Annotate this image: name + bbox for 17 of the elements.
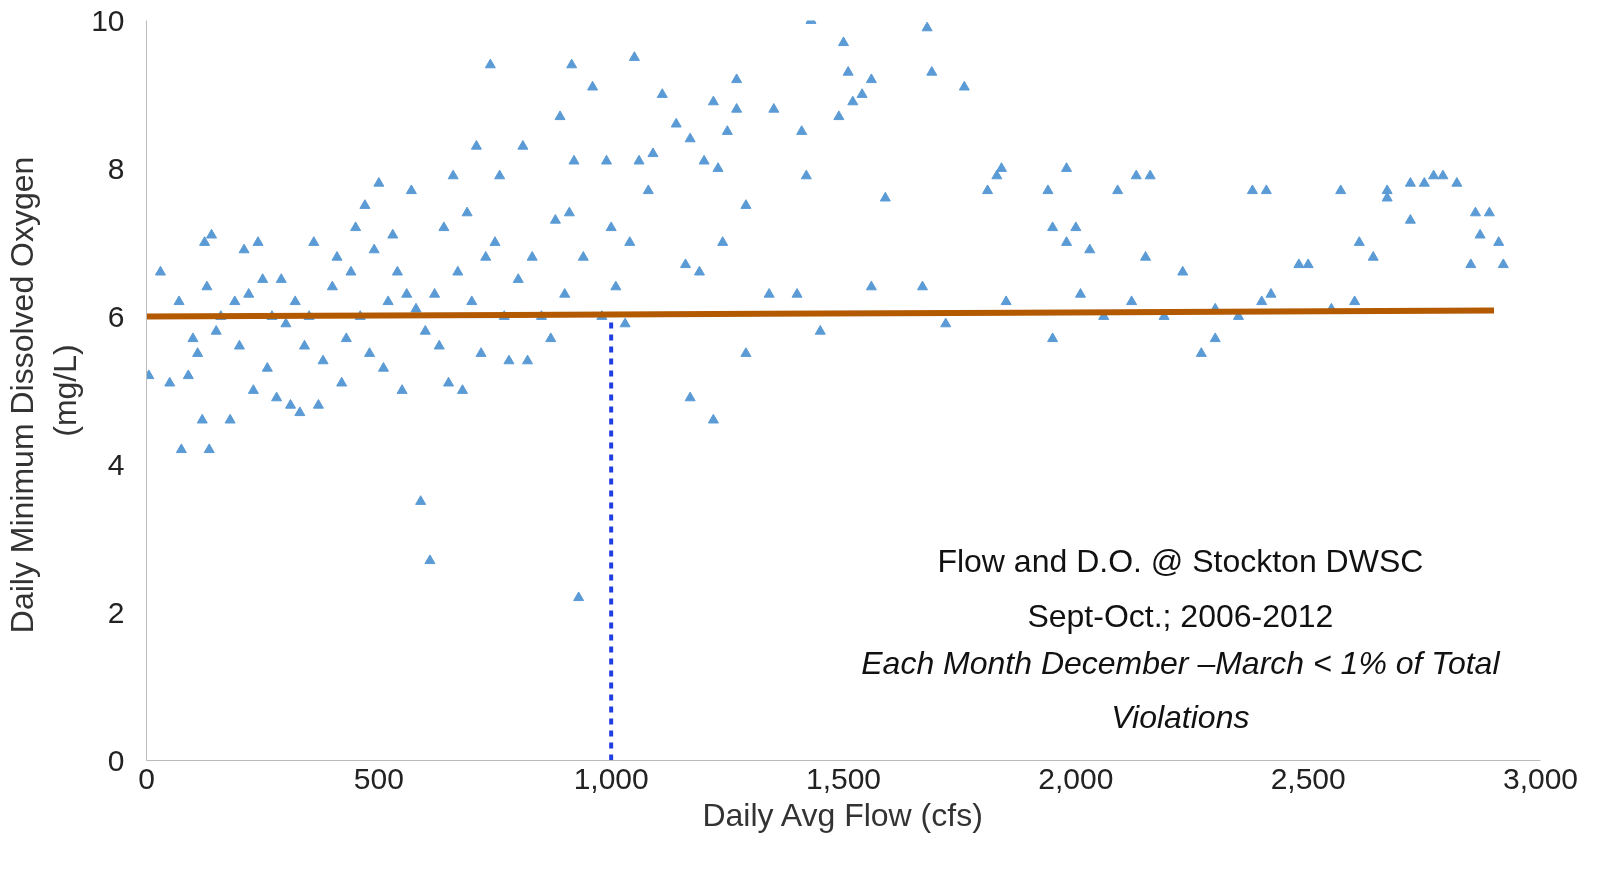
annotation: Each Month December –March < 1% of Total Violations bbox=[861, 645, 1501, 736]
annotation: Sept-Oct.; 2006-2012 bbox=[1027, 598, 1334, 635]
x-tick-label: 1,000 bbox=[573, 761, 649, 795]
y-axis-title: Daily Minimum Dissolved Oxygen (mg/L) bbox=[3, 156, 84, 634]
y-tick-label: 8 bbox=[107, 151, 125, 185]
y-tick-label: 6 bbox=[107, 299, 125, 333]
y-tick-label: 2 bbox=[107, 595, 125, 629]
x-tick-label: 2,000 bbox=[1038, 761, 1114, 795]
annotation: Flow and D.O. @ Stockton DWSC bbox=[937, 542, 1424, 579]
x-axis-title: Daily Avg Flow (cfs) bbox=[702, 796, 983, 833]
x-tick-label: 0 bbox=[138, 761, 155, 795]
x-tick-label: 1,500 bbox=[805, 761, 882, 795]
x-tick-label: 2,500 bbox=[1270, 761, 1346, 795]
x-tick-label: 3,000 bbox=[1502, 761, 1579, 795]
y-tick-label: 10 bbox=[91, 3, 125, 37]
x-tick-label: 500 bbox=[353, 761, 404, 795]
y-tick-label: 4 bbox=[107, 447, 125, 481]
